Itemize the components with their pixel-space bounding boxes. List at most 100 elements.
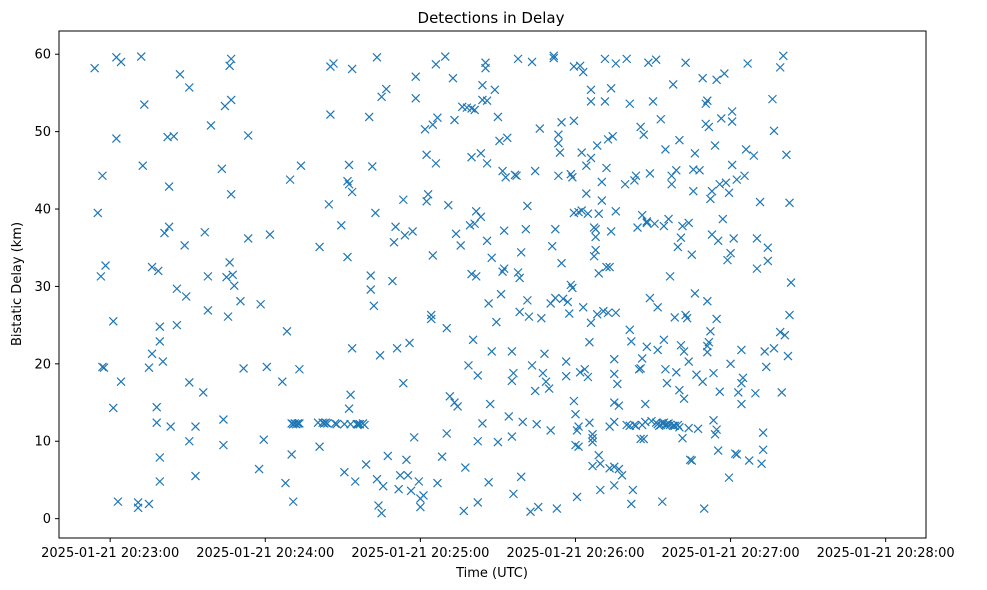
data-point — [612, 379, 622, 389]
data-point — [450, 115, 459, 125]
data-point — [239, 364, 248, 373]
data-point — [723, 255, 732, 265]
data-point — [515, 273, 525, 283]
data-point — [564, 309, 574, 318]
data-point — [339, 419, 349, 429]
data-point — [600, 54, 610, 64]
data-point — [394, 484, 404, 494]
data-point — [620, 179, 630, 189]
data-point — [705, 326, 715, 336]
data-point — [648, 97, 658, 106]
data-point — [442, 429, 452, 438]
data-point — [571, 409, 580, 419]
x-tick-label-2: 2025-01-21 20:25:00 — [351, 546, 489, 561]
data-point — [285, 175, 295, 185]
data-point — [690, 148, 700, 158]
data-point — [600, 97, 610, 106]
y-axis-title: Bistatic Delay (km) — [10, 222, 25, 346]
data-point — [698, 73, 708, 83]
data-point — [552, 504, 562, 514]
data-point — [781, 150, 791, 160]
data-point — [583, 372, 593, 382]
data-point — [516, 472, 526, 482]
data-point — [243, 131, 253, 140]
data-point — [367, 162, 377, 171]
data-point — [609, 462, 619, 472]
data-point — [594, 450, 604, 460]
data-point — [535, 124, 545, 133]
data-point — [218, 415, 228, 424]
data-point — [226, 189, 236, 199]
plot-area-frame — [58, 30, 927, 539]
data-point — [504, 412, 514, 421]
data-point — [611, 308, 621, 318]
data-point — [422, 196, 432, 206]
data-point — [676, 340, 686, 350]
data-point — [761, 362, 771, 372]
data-point — [398, 195, 408, 205]
data-point — [98, 171, 107, 181]
data-point — [228, 270, 238, 280]
data-point — [606, 83, 616, 93]
data-point — [609, 398, 619, 407]
data-point — [516, 247, 526, 257]
data-point — [322, 419, 332, 428]
data-point — [495, 136, 504, 146]
data-point — [622, 54, 632, 64]
data-point — [166, 422, 176, 431]
data-point — [287, 449, 297, 459]
data-point — [496, 289, 506, 299]
data-point — [400, 230, 410, 240]
chart-title: Detections in Delay — [418, 9, 565, 27]
data-point — [282, 326, 292, 336]
data-point — [225, 258, 235, 267]
data-point — [670, 421, 680, 431]
data-point — [647, 416, 656, 426]
data-point — [499, 264, 509, 274]
data-point — [522, 201, 532, 211]
data-point — [780, 330, 790, 340]
data-point — [645, 169, 655, 178]
data-point — [667, 179, 677, 189]
data-point — [591, 232, 601, 242]
data-point — [155, 322, 165, 332]
data-point — [659, 221, 669, 231]
data-point — [524, 312, 534, 322]
data-point — [484, 299, 494, 308]
data-point — [408, 227, 418, 236]
data-point — [574, 422, 584, 431]
y-axis-ticks: 0 10 20 30 40 50 60 — [34, 48, 59, 527]
data-point — [636, 122, 646, 132]
data-point — [369, 301, 379, 311]
data-point — [473, 436, 483, 446]
data-point — [155, 336, 165, 346]
data-point — [687, 456, 697, 466]
data-point — [383, 451, 393, 461]
data-point — [732, 449, 742, 459]
data-point — [549, 51, 559, 61]
data-point — [347, 64, 357, 74]
data-point — [661, 364, 670, 374]
data-point — [377, 92, 387, 102]
data-point — [633, 223, 642, 233]
data-point — [662, 378, 672, 388]
data-point — [226, 95, 236, 105]
data-point — [605, 463, 615, 473]
data-point — [591, 245, 601, 255]
data-point — [586, 318, 596, 328]
data-point — [702, 296, 712, 306]
data-point — [640, 399, 650, 409]
data-point — [451, 229, 461, 239]
data-point — [391, 222, 400, 232]
data-point — [487, 253, 497, 263]
data-point — [175, 69, 185, 79]
data-point — [243, 234, 253, 243]
data-point — [550, 224, 560, 234]
data-point — [347, 343, 357, 353]
data-point — [702, 347, 712, 357]
data-point — [101, 261, 110, 270]
data-point — [324, 199, 334, 209]
data-point — [533, 502, 543, 512]
data-point — [477, 419, 487, 428]
data-point — [637, 210, 647, 220]
